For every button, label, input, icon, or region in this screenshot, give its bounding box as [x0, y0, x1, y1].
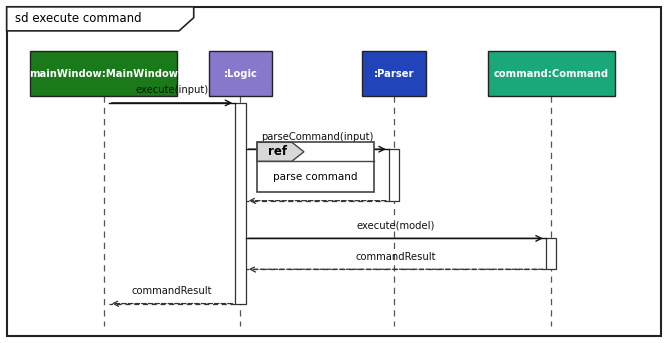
Text: command: command [293, 183, 342, 193]
Text: :Parser: :Parser [374, 69, 414, 79]
FancyBboxPatch shape [257, 142, 374, 192]
FancyBboxPatch shape [546, 238, 556, 269]
Polygon shape [257, 142, 304, 161]
FancyBboxPatch shape [235, 103, 246, 304]
Text: parseCommand(input): parseCommand(input) [261, 132, 373, 142]
FancyBboxPatch shape [362, 51, 426, 96]
Text: parse command: parse command [273, 172, 358, 182]
Text: execute(model): execute(model) [357, 221, 435, 231]
Text: mainWindow:MainWindow: mainWindow:MainWindow [29, 69, 178, 79]
Text: command:Command: command:Command [494, 69, 609, 79]
FancyBboxPatch shape [389, 149, 399, 201]
Text: ref: ref [268, 145, 287, 158]
FancyBboxPatch shape [208, 51, 273, 96]
Text: :Logic: :Logic [224, 69, 257, 79]
FancyBboxPatch shape [488, 51, 615, 96]
Text: execute(input): execute(input) [136, 85, 208, 95]
FancyBboxPatch shape [30, 51, 177, 96]
Polygon shape [7, 7, 194, 31]
Text: sd execute command: sd execute command [15, 12, 142, 25]
FancyBboxPatch shape [7, 7, 661, 336]
Text: commandResult: commandResult [355, 252, 436, 262]
Text: commandResult: commandResult [132, 286, 212, 296]
